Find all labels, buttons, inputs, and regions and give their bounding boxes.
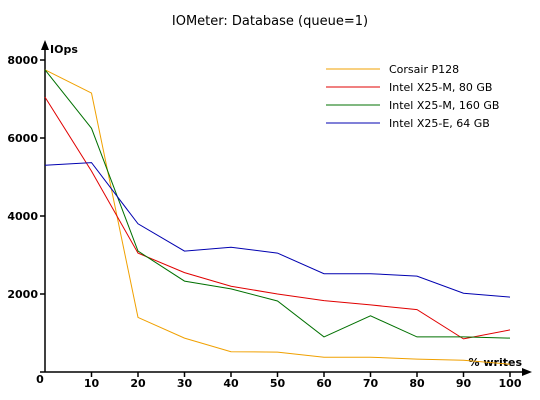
axes: [40, 40, 532, 376]
legend-label: Corsair P128: [389, 63, 459, 76]
x-tick-label: 50: [270, 377, 286, 390]
series-lines: [44, 69, 511, 365]
legend-label: Intel X25-E, 64 GB: [389, 117, 490, 130]
x-tick-label: 60: [316, 377, 332, 390]
origin-tick-label: 0: [36, 373, 44, 386]
series-line-2: [44, 96, 511, 340]
series-line-3: [44, 69, 511, 339]
legend-label: Intel X25-M, 160 GB: [389, 99, 499, 112]
x-axis-arrow-icon: [522, 368, 532, 376]
x-tick-label: 40: [223, 377, 239, 390]
y-axis-label: IOps: [50, 43, 78, 56]
series-line-1: [44, 69, 511, 365]
series-line-4: [44, 162, 511, 298]
x-tick-label: 20: [130, 377, 146, 390]
y-tick-label: 4000: [7, 210, 38, 223]
y-ticks: 2000 4000 6000 8000: [7, 54, 45, 301]
y-tick-label: 8000: [7, 54, 38, 67]
x-tick-label: 70: [363, 377, 379, 390]
x-tick-label: 90: [456, 377, 472, 390]
y-tick-label: 2000: [7, 288, 38, 301]
y-axis-arrow-icon: [41, 40, 49, 50]
y-tick-label: 6000: [7, 132, 38, 145]
x-tick-label: 30: [177, 377, 193, 390]
x-ticks: 0 10 20 30 40 50 60 70 80 90 100: [36, 372, 522, 390]
x-tick-label: 10: [84, 377, 100, 390]
chart-title: IOMeter: Database (queue=1): [172, 14, 368, 29]
legend: Corsair P128 Intel X25-M, 80 GB Intel X25-…: [326, 63, 499, 130]
legend-label: Intel X25-M, 80 GB: [389, 81, 492, 94]
x-tick-label: 80: [409, 377, 425, 390]
x-tick-label: 100: [499, 377, 522, 390]
